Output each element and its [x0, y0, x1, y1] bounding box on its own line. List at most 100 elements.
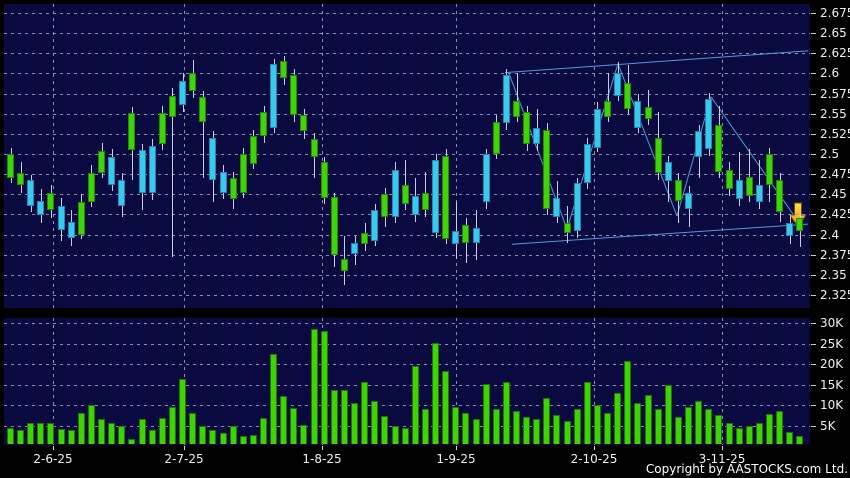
candle-wick	[739, 152, 740, 206]
candle-green	[746, 177, 753, 196]
candle-green	[604, 101, 611, 117]
candle-cyan	[473, 228, 480, 243]
volume-bar	[726, 423, 733, 444]
candle-green	[169, 96, 176, 117]
candle-cyan	[68, 222, 75, 238]
candle-green	[331, 197, 338, 255]
volume-bar	[432, 343, 439, 444]
tick-mark	[811, 385, 816, 386]
candle-cyan	[149, 146, 156, 193]
candle-green	[645, 107, 652, 119]
volume-bar	[280, 396, 287, 444]
volume-bar	[746, 426, 753, 444]
volume-bar	[564, 421, 571, 444]
date-label: 2-10-25	[570, 452, 618, 466]
price-gridline	[4, 235, 810, 236]
candle-cyan	[220, 172, 227, 193]
candle-cyan	[695, 131, 702, 157]
candle-cyan	[209, 138, 216, 180]
tick-mark	[811, 94, 816, 95]
price-gridline	[4, 295, 810, 296]
tick-mark	[811, 323, 816, 324]
volume-bar	[634, 403, 641, 444]
candle-cyan	[756, 185, 763, 202]
volume-bar	[766, 414, 773, 444]
volume-bar	[159, 418, 166, 444]
candle-green	[442, 156, 449, 239]
candle-green	[402, 185, 409, 204]
candle-cyan	[108, 157, 115, 185]
tick-mark	[811, 154, 816, 155]
date-tick	[184, 446, 185, 450]
price-tick-label: 2.375	[811, 248, 850, 262]
date-label: 1-8-25	[302, 452, 342, 466]
candle-green	[260, 112, 267, 136]
tick-mark	[811, 344, 816, 345]
candle-green	[159, 113, 166, 144]
volume-bar	[381, 416, 388, 444]
volume-bar	[47, 423, 54, 444]
volume-bar	[584, 382, 591, 444]
volume-bar	[422, 409, 429, 444]
candle-green	[543, 130, 550, 209]
tick-mark	[811, 295, 816, 296]
candle-green	[280, 61, 287, 78]
candle-cyan	[37, 201, 44, 215]
volume-bar	[594, 405, 601, 444]
tick-mark	[811, 134, 816, 135]
price-tick-label: 2.6	[811, 66, 839, 80]
date-gridline	[322, 4, 323, 308]
price-pane[interactable]	[4, 4, 810, 308]
volume-bar	[543, 398, 550, 444]
tick-mark	[811, 194, 816, 195]
volume-bar	[655, 409, 662, 444]
volume-bar	[270, 354, 277, 444]
candle-cyan	[786, 223, 793, 236]
volume-bar	[614, 393, 621, 444]
candle-cyan	[584, 144, 591, 183]
volume-gridline	[4, 385, 810, 386]
volume-bar	[715, 415, 722, 444]
candle-cyan	[503, 75, 510, 123]
volume-bar	[796, 436, 803, 444]
volume-bar	[220, 433, 227, 444]
volume-tick-label: 30K	[811, 316, 843, 330]
volume-bar	[149, 430, 156, 444]
candle-green	[655, 138, 662, 173]
volume-bar	[199, 426, 206, 444]
volume-bar	[513, 411, 520, 444]
volume-bar	[17, 430, 24, 444]
candle-green	[47, 193, 54, 210]
date-tick	[456, 446, 457, 450]
volume-bar	[240, 436, 247, 444]
price-gridline	[4, 73, 810, 74]
tick-mark	[811, 364, 816, 365]
candle-cyan	[685, 193, 692, 209]
tick-mark	[811, 214, 816, 215]
volume-bar	[321, 331, 328, 444]
candle-green	[311, 139, 318, 157]
candle-green	[523, 112, 530, 144]
volume-bar	[179, 379, 186, 444]
candle-green	[199, 97, 206, 122]
volume-bar	[290, 408, 297, 444]
volume-bar	[695, 401, 702, 444]
date-gridline	[456, 4, 457, 308]
volume-bar	[624, 361, 631, 444]
date-label: 2-7-25	[164, 452, 204, 466]
candle-green	[513, 101, 520, 117]
candle-wick	[456, 202, 457, 259]
volume-bar	[604, 413, 611, 444]
volume-gridline	[4, 364, 810, 365]
volume-bar	[462, 413, 469, 444]
volume-bar	[736, 428, 743, 444]
tick-mark	[811, 114, 816, 115]
volume-bar	[705, 409, 712, 444]
volume-bar	[128, 439, 135, 444]
candle-cyan	[736, 180, 743, 199]
price-gridline	[4, 13, 810, 14]
date-gridline	[594, 4, 595, 308]
candle-cyan	[27, 180, 34, 206]
candle-green	[462, 225, 469, 243]
